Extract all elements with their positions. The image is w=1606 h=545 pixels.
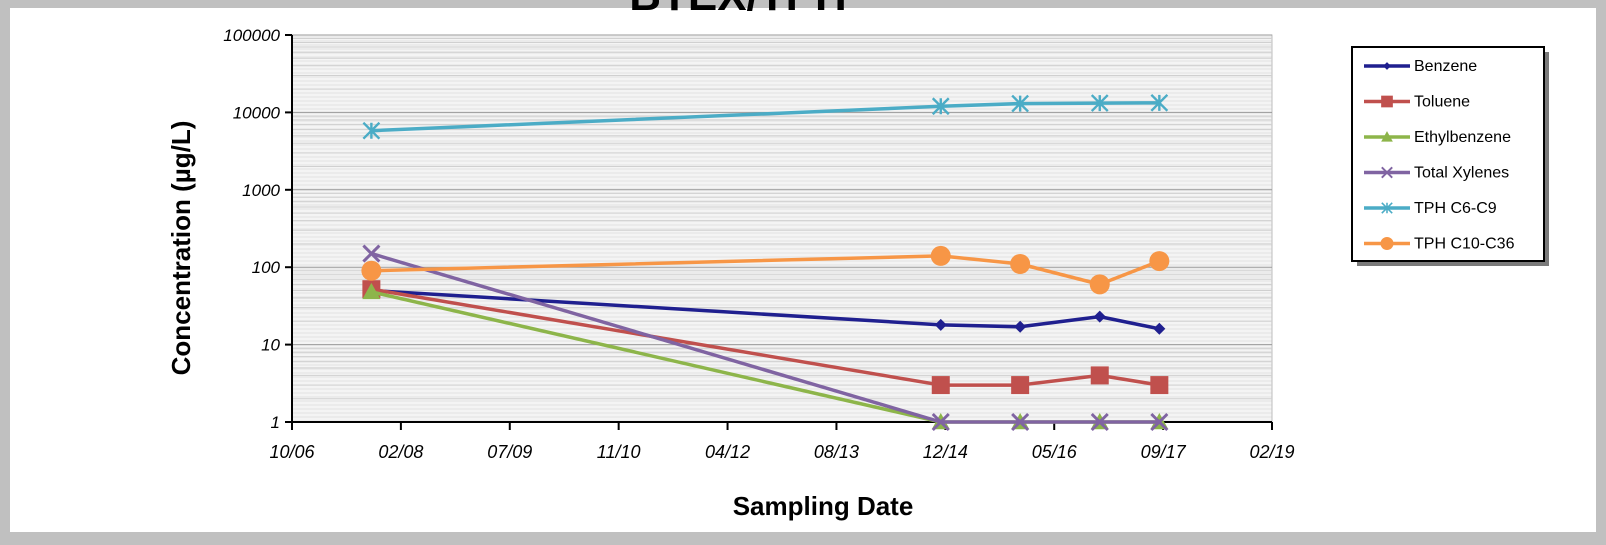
legend-label: Ethylbenzene	[1414, 129, 1511, 146]
legend-item: TPH C6-C9	[1364, 200, 1497, 217]
data-point	[1011, 412, 1030, 432]
data-point	[1150, 412, 1169, 432]
gridlines	[292, 34, 1272, 423]
data-point	[1090, 94, 1109, 112]
data-point	[1381, 166, 1393, 179]
data-point	[1090, 412, 1109, 432]
data-point	[1153, 322, 1166, 335]
data-point	[1010, 253, 1031, 274]
x-tick-label: 04/12	[705, 442, 750, 462]
legend-label: Toluene	[1414, 94, 1470, 111]
legend-item: Toluene	[1364, 94, 1470, 111]
y-tick-label: 1000	[242, 181, 280, 200]
x-tick-label: 11/10	[597, 442, 641, 462]
legend-item: Total Xylenes	[1364, 165, 1509, 182]
data-point	[931, 97, 950, 116]
data-point	[1090, 366, 1109, 385]
legend-label: TPH C10-C36	[1414, 236, 1515, 253]
x-tick-label: 07/09	[487, 442, 532, 462]
data-point	[1381, 202, 1393, 214]
data-point	[362, 282, 381, 300]
x-axis-title: Sampling Date	[733, 491, 914, 521]
legend-label: Benzene	[1414, 58, 1477, 75]
data-point	[934, 318, 947, 331]
legend-item: Benzene	[1364, 58, 1477, 75]
chart-title: BTEX/TPH	[629, 0, 847, 20]
x-tick-labels: 10/06 02/08 07/09 11/10 04/12 08/13 12/14 05/16…	[269, 422, 1295, 462]
data-point	[362, 244, 381, 263]
data-point	[931, 376, 950, 395]
data-point	[931, 412, 950, 432]
x-tick-label: 12/14	[923, 442, 968, 462]
x-tick-label: 08/13	[814, 442, 859, 462]
y-tick-label: 100	[252, 258, 281, 277]
x-tick-label: 10/06	[269, 442, 315, 462]
series-tph-c10-c36	[361, 245, 1170, 295]
data-point	[362, 121, 381, 140]
legend-box	[1351, 46, 1545, 262]
y-tick-label: 100000	[223, 26, 280, 45]
y-tick-label: 10000	[233, 103, 281, 122]
data-point	[1014, 320, 1027, 333]
data-point	[1011, 376, 1030, 395]
data-point	[1093, 310, 1106, 323]
data-point	[1383, 62, 1391, 70]
data-point	[1150, 376, 1169, 395]
data-point	[1011, 94, 1029, 113]
legend-label: TPH C6-C9	[1414, 200, 1497, 217]
legend-item: Ethylbenzene	[1364, 129, 1511, 146]
data-point	[1150, 93, 1169, 112]
x-tick-label: 02/08	[378, 442, 423, 462]
y-tick-label: 1	[271, 413, 280, 432]
data-point	[1089, 274, 1110, 295]
series-tph-c6-c9	[362, 93, 1169, 140]
series	[361, 93, 1170, 432]
data-point	[361, 260, 382, 281]
data-point	[1380, 237, 1394, 250]
x-tick-label: 05/16	[1032, 442, 1078, 462]
legend-label: Total Xylenes	[1414, 165, 1509, 182]
data-point	[1149, 251, 1170, 272]
data-point	[930, 245, 951, 266]
x-tick-label: 09/17	[1141, 442, 1187, 462]
series-total-xylenes	[362, 244, 1169, 432]
x-tick-label: 02/19	[1249, 442, 1294, 462]
y-axis-title: Concentration (µg/L)	[166, 121, 196, 376]
plot-area	[291, 34, 1273, 423]
legend: Benzene Toluene Ethylbenzene Total Xylenes T…	[1364, 58, 1515, 253]
data-point	[1381, 131, 1393, 142]
data-point	[1381, 95, 1393, 108]
y-tick-label: 10	[261, 336, 280, 355]
y-tick-labels: 100000 10000 1000 100 10 1	[223, 26, 292, 432]
legend-item: TPH C10-C36	[1364, 236, 1515, 253]
